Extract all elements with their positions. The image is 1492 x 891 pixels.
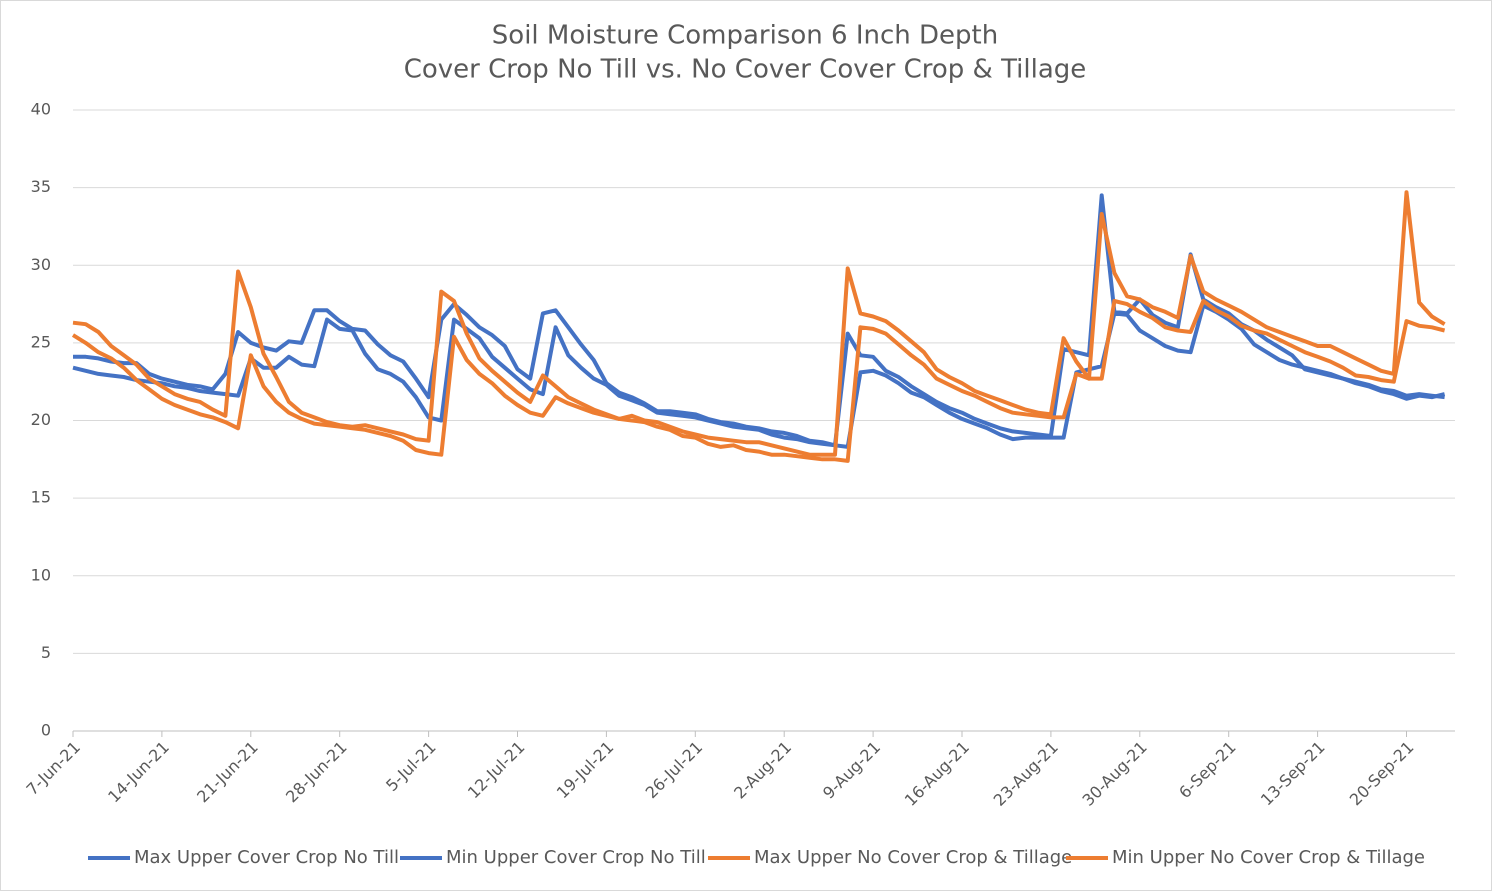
legend-item: Min Upper Cover Crop No Till bbox=[400, 847, 706, 868]
legend-label: Min Upper No Cover Crop & Tillage bbox=[1112, 847, 1425, 868]
legend-label: Min Upper Cover Crop No Till bbox=[446, 847, 706, 868]
y-tick-label: 5 bbox=[41, 643, 51, 662]
legend-label: Max Upper Cover Crop No Till bbox=[134, 847, 399, 868]
chart-subtitle: Cover Crop No Till vs. No Cover Cover Cr… bbox=[404, 55, 1087, 85]
y-tick-label: 25 bbox=[31, 332, 51, 351]
y-tick-label: 10 bbox=[31, 565, 51, 584]
y-tick-label: 35 bbox=[31, 177, 51, 196]
legend-item: Max Upper Cover Crop No Till bbox=[88, 847, 399, 868]
legend-label: Max Upper No Cover Crop & Tillage bbox=[754, 847, 1072, 868]
series-line bbox=[71, 299, 1446, 463]
y-tick-label: 0 bbox=[41, 721, 51, 740]
series-line bbox=[72, 190, 1446, 457]
chart-title: Soil Moisture Comparison 6 Inch Depth bbox=[492, 21, 998, 51]
legend-item: Max Upper No Cover Crop & Tillage bbox=[708, 847, 1072, 868]
legend-item: Min Upper No Cover Crop & Tillage bbox=[1066, 847, 1425, 868]
y-tick-label: 40 bbox=[31, 100, 51, 119]
y-tick-label: 30 bbox=[31, 255, 51, 274]
y-tick-label: 20 bbox=[31, 410, 51, 429]
y-tick-label: 15 bbox=[31, 488, 51, 507]
